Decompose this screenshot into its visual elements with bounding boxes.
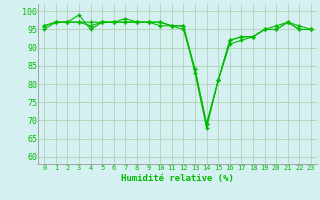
X-axis label: Humidité relative (%): Humidité relative (%)	[121, 174, 234, 183]
